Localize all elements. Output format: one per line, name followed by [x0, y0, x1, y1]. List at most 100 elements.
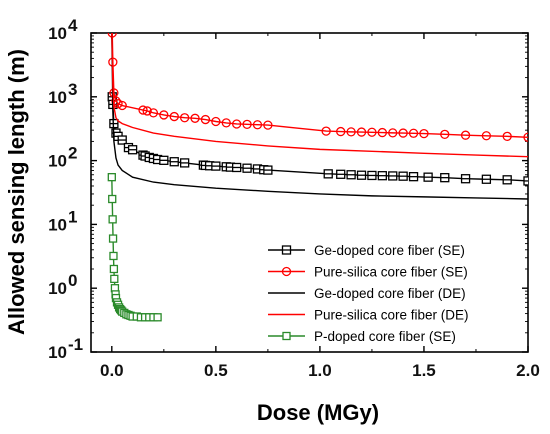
- data-point-1: [142, 106, 152, 116]
- data-point-4: [110, 274, 119, 284]
- data-point-0: [460, 174, 471, 184]
- y-tick-label: 10: [48, 24, 67, 43]
- data-point-0: [502, 175, 512, 185]
- legend-label-4: P-doped core fiber (SE): [314, 329, 456, 344]
- y-tick-base: 10: [48, 152, 67, 171]
- y-tick-label: 10: [48, 279, 67, 298]
- y-tick-base: 10: [48, 24, 67, 43]
- x-tick-label: 0.5: [204, 361, 228, 380]
- data-point-1: [321, 126, 331, 136]
- data-point-1: [523, 132, 528, 142]
- x-tick-label: 2.0: [516, 361, 540, 380]
- legend-label-3: Pure-silica core fiber (DE): [314, 308, 469, 323]
- data-point-1: [440, 129, 450, 139]
- y-tick-exponent: 1: [68, 207, 77, 226]
- y-tick-base: 10: [48, 88, 67, 107]
- y-tick-exponent: -1: [68, 335, 83, 354]
- data-point-0: [398, 171, 408, 181]
- data-point-4: [108, 194, 117, 204]
- y-axis-title: Allowed sensing length (m): [4, 49, 29, 335]
- data-point-1: [117, 100, 127, 111]
- data-point-4: [108, 215, 117, 224]
- data-point-1: [419, 128, 429, 139]
- data-point-1: [169, 111, 179, 122]
- series-line-2: [111, 33, 528, 200]
- data-point-0: [242, 163, 252, 173]
- series-2: [111, 33, 528, 200]
- data-point-1: [200, 114, 211, 125]
- data-point-1: [190, 113, 200, 123]
- data-point-0: [127, 145, 138, 155]
- data-point-0: [169, 157, 179, 167]
- x-tick-label: 1.5: [412, 361, 436, 380]
- x-tick-label: 1.0: [308, 361, 332, 380]
- data-point-1: [356, 127, 367, 137]
- data-point-0: [179, 158, 190, 168]
- data-point-1: [242, 119, 252, 129]
- series-layer: [107, 33, 528, 322]
- data-point-0: [377, 171, 387, 181]
- data-point-0: [263, 165, 273, 175]
- data-point-1: [111, 96, 121, 106]
- data-point-0: [367, 170, 377, 181]
- y-tick-label: 10: [48, 215, 67, 234]
- data-point-1: [346, 127, 356, 137]
- data-point-1: [179, 113, 190, 123]
- y-tick-exponent: 0: [68, 271, 77, 290]
- data-point-1: [148, 108, 159, 118]
- data-point-0: [346, 170, 356, 180]
- data-point-0: [408, 172, 419, 182]
- data-point-0: [232, 162, 242, 173]
- legend-marker-0: [281, 245, 292, 255]
- y-tick-exponent: 3: [68, 80, 77, 99]
- y-tick-label: 10: [48, 88, 67, 107]
- data-point-4: [109, 264, 119, 274]
- data-point-4: [108, 234, 118, 243]
- legend-label-0: Ge-doped core fiber (SE): [314, 243, 465, 258]
- data-point-1: [460, 130, 471, 140]
- series-line-3: [111, 33, 528, 158]
- y-tick-label: 10: [48, 343, 67, 362]
- data-point-0: [423, 172, 433, 182]
- legend-box: [258, 229, 520, 345]
- data-point-0: [159, 155, 169, 165]
- data-point-0: [117, 135, 127, 145]
- y-tick-base: 10: [48, 279, 67, 298]
- y-tick-exponent: 2: [68, 144, 77, 163]
- y-tick-base: 10: [48, 343, 67, 362]
- legend-marker-4: [282, 331, 291, 341]
- data-point-1: [211, 116, 221, 127]
- data-point-0: [336, 169, 346, 179]
- data-point-1: [336, 126, 346, 137]
- data-point-4: [109, 251, 118, 261]
- y-tick-exponent: 4: [68, 16, 78, 35]
- series-4: [107, 173, 162, 322]
- data-point-1: [481, 131, 492, 141]
- data-point-1: [388, 128, 398, 138]
- legend-label-1: Pure-silica core fiber (SE): [314, 265, 468, 280]
- data-point-1: [502, 131, 512, 141]
- legend-marker-1: [281, 266, 292, 277]
- legend: Ge-doped core fiber (SE) Pure-silica core…: [258, 229, 520, 345]
- data-point-0: [388, 171, 398, 181]
- data-point-1: [408, 128, 419, 138]
- data-point-0: [523, 176, 528, 186]
- x-axis-title: Dose (MGy): [257, 400, 379, 425]
- data-point-1: [221, 118, 231, 128]
- series-3: [111, 33, 528, 158]
- data-point-4: [107, 173, 116, 182]
- data-point-0: [211, 161, 221, 171]
- data-point-0: [356, 170, 367, 180]
- data-point-1: [398, 128, 408, 138]
- legend-label-2: Ge-doped core fiber (DE): [314, 286, 466, 301]
- y-tick-label: 10: [48, 152, 67, 171]
- data-point-1: [252, 120, 263, 130]
- x-tick-label: 0.0: [100, 361, 124, 380]
- data-point-1: [263, 120, 273, 130]
- data-point-0: [440, 173, 450, 183]
- data-point-4: [153, 313, 162, 322]
- data-point-0: [481, 174, 492, 184]
